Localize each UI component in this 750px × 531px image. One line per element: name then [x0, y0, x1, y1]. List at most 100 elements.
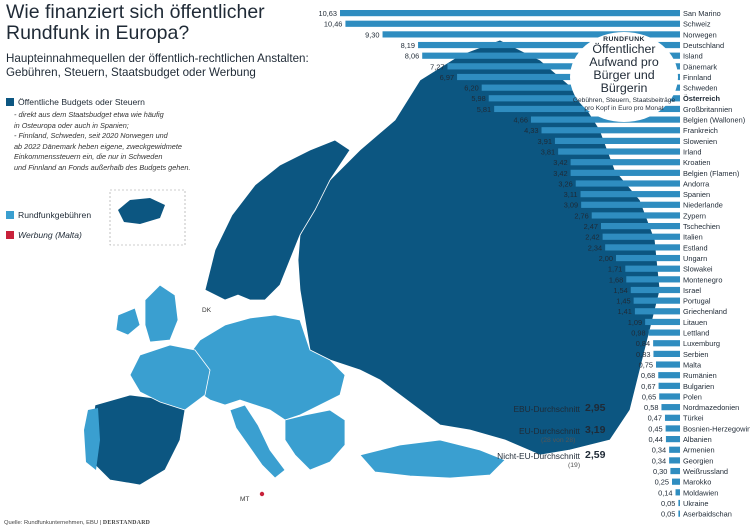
bar-value-45: 0,14 [658, 488, 672, 497]
legend-note-1: - direkt aus dem Staatsbudget etwa wie h… [14, 110, 164, 119]
bar-44 [672, 478, 680, 485]
bar-value-23: 2,00 [599, 254, 613, 263]
bar-value-1: 10,46 [324, 20, 343, 29]
bar-category-29: Litauen [683, 318, 707, 327]
bar-value-22: 2,34 [588, 243, 602, 252]
bar-47 [678, 510, 680, 517]
bar-value-14: 3,42 [553, 158, 567, 167]
source-brand: DERSTANDARD [102, 520, 151, 526]
bar-category-43: Weißrussland [683, 467, 728, 476]
map-label-dk: DK [202, 307, 212, 314]
legend-ads: Werbung (Malta) [6, 230, 82, 240]
bar-value-28: 1,41 [618, 307, 632, 316]
bar-category-3: Deutschland [683, 41, 724, 50]
bar-value-32: 0,83 [636, 350, 650, 359]
bar-value-18: 3,09 [564, 201, 578, 210]
bar-category-5: Dänemark [683, 62, 717, 71]
bar-category-14: Kroatien [683, 158, 711, 167]
legend-note-3: - Finnland, Schweden, seit 2020 Norwegen… [14, 131, 168, 140]
bar-category-41: Armenien [683, 446, 715, 455]
bar-category-45: Moldawien [683, 488, 718, 497]
map-region-ireland [115, 307, 141, 336]
bar-33 [656, 361, 680, 368]
map-inset-frame [109, 189, 186, 246]
map-region-turkey [359, 439, 506, 479]
bar-category-19: Zypern [683, 211, 706, 220]
bar-17 [580, 191, 680, 198]
bar-value-5: 7,27 [430, 62, 444, 71]
bar-category-8: Österreich [683, 94, 720, 103]
bar-category-44: Marokko [683, 478, 711, 487]
bar-14 [570, 159, 680, 166]
bar-value-21: 2,42 [585, 233, 599, 242]
bar-22 [605, 244, 680, 251]
bar-category-31: Luxemburg [683, 339, 720, 348]
map-region-malta [259, 491, 265, 497]
bar-39 [665, 425, 680, 432]
bar-category-21: Italien [683, 233, 703, 242]
legend-fees: Rundfunkgebühren [6, 210, 91, 220]
bar-value-16: 3,26 [558, 179, 572, 188]
bar-value-3: 8,19 [401, 41, 415, 50]
bar-value-19: 2,76 [574, 211, 588, 220]
bar-0 [340, 10, 680, 17]
bar-category-13: Irland [683, 147, 702, 156]
bar-category-0: San Marino [683, 9, 721, 18]
bar-value-24: 1,71 [608, 265, 622, 274]
bar-category-15: Belgien (Flamen) [683, 169, 739, 178]
legend-budget: Öffentliche Budgets oder Steuern [6, 97, 145, 107]
bar-category-1: Schweiz [683, 20, 711, 29]
avg-ebu-value: 2,95 [585, 402, 606, 414]
bar-value-12: 3,91 [538, 137, 552, 146]
bar-category-17: Spanien [683, 190, 710, 199]
avg-noneu-label: Nicht-EU-Durchschnitt [497, 451, 580, 461]
legend-fees-label: Rundfunkgebühren [18, 210, 92, 220]
legend-note-5: Einkommenssteuern ein, die nur in Schwed… [14, 152, 163, 161]
bar-value-4: 8,06 [405, 52, 419, 61]
bar-category-46: Ukraine [683, 499, 708, 508]
bar-28 [634, 308, 680, 315]
bar-36 [659, 393, 680, 400]
map-label-mt: MT [240, 496, 250, 503]
bar-30 [648, 329, 680, 336]
bar-46 [678, 499, 680, 507]
bar-category-24: Slowakei [683, 265, 713, 274]
bar-value-26: 1,54 [613, 286, 627, 295]
source-line: Quelle: Rundfunkunternehmen, EBU | DERST… [4, 520, 151, 526]
bar-category-34: Rumänien [683, 371, 717, 380]
bar-43 [670, 467, 680, 475]
bar-value-42: 0,34 [652, 456, 666, 465]
bar-value-6: 6,97 [440, 73, 454, 82]
bar-category-16: Andorra [683, 179, 710, 188]
legend-note-2: in Osteuropa oder auch in Spanien; [14, 120, 129, 130]
source-text: Quelle: Rundfunkunternehmen, EBU [4, 520, 99, 526]
legend-note-4: ab 2022 Dänemark heben eigene, zweckgewi… [14, 141, 182, 151]
bar-4 [422, 52, 680, 59]
bar-20 [600, 223, 680, 230]
bar-13 [558, 148, 680, 155]
bar-value-41: 0,34 [652, 446, 666, 455]
legend-note-6: und Finnland an Fonds außerhalb des Budg… [14, 162, 191, 172]
map-region-central [184, 314, 346, 421]
map-region-scandinavia [204, 139, 351, 301]
avg-eu-note: (28 von 28) [541, 437, 576, 444]
bar-category-35: Bulgarien [683, 382, 714, 391]
bar-value-36: 0,65 [642, 392, 656, 401]
bar-category-47: Aserbaidschan [683, 510, 732, 519]
bar-category-7: Schweden [683, 84, 718, 93]
bar-18 [581, 201, 680, 208]
bar-value-35: 0,67 [641, 382, 655, 391]
bar-category-25: Montenegro [683, 275, 722, 284]
avg-noneu-note: (19) [568, 462, 581, 469]
map-region-france [129, 344, 211, 411]
bar-value-15: 3,42 [553, 169, 567, 178]
callout-heading: Öffentlicher Aufwand pro Bürger und Bürg… [589, 42, 659, 95]
bar-category-38: Türkei [683, 414, 704, 423]
bar-26 [630, 286, 680, 294]
bar-value-39: 0,45 [648, 424, 662, 433]
bar-category-40: Albanien [683, 435, 712, 444]
bar-10 [530, 116, 680, 123]
bar-1 [345, 20, 680, 27]
bar-41 [669, 446, 680, 453]
legend-ads-swatch [6, 231, 14, 239]
